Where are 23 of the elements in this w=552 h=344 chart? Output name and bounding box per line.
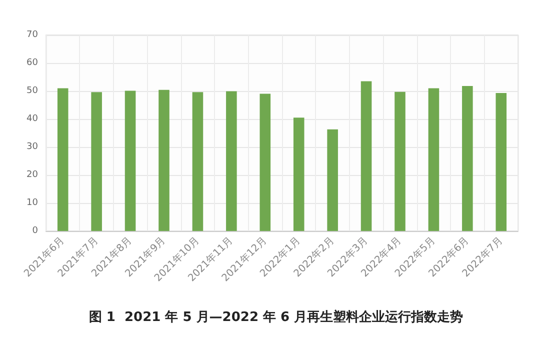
- bar: [91, 92, 102, 231]
- bar: [496, 92, 507, 231]
- bar: [360, 81, 372, 231]
- bar: [226, 91, 237, 231]
- caption: 图 1 2021 年 5 月—2022 年 6 月再生塑料企业运行指数走势: [88, 309, 464, 325]
- y-tick-label: 70: [26, 30, 38, 40]
- bar: [124, 90, 136, 231]
- y-tick-label: 50: [26, 86, 38, 96]
- bar: [428, 88, 440, 231]
- y-tick-label: 30: [26, 142, 38, 152]
- bar: [293, 118, 304, 231]
- bar: [327, 129, 338, 231]
- y-tick-label: 20: [26, 170, 38, 180]
- bar: [260, 94, 271, 231]
- y-tick-label: 0: [32, 226, 38, 236]
- bar: [158, 90, 170, 231]
- y-tick-label: 60: [26, 58, 38, 68]
- y-tick-label: 40: [26, 114, 38, 124]
- bar: [57, 88, 68, 231]
- bar: [394, 92, 406, 231]
- bar: [462, 86, 473, 231]
- y-tick-label: 10: [26, 198, 38, 208]
- bar: [192, 92, 204, 231]
